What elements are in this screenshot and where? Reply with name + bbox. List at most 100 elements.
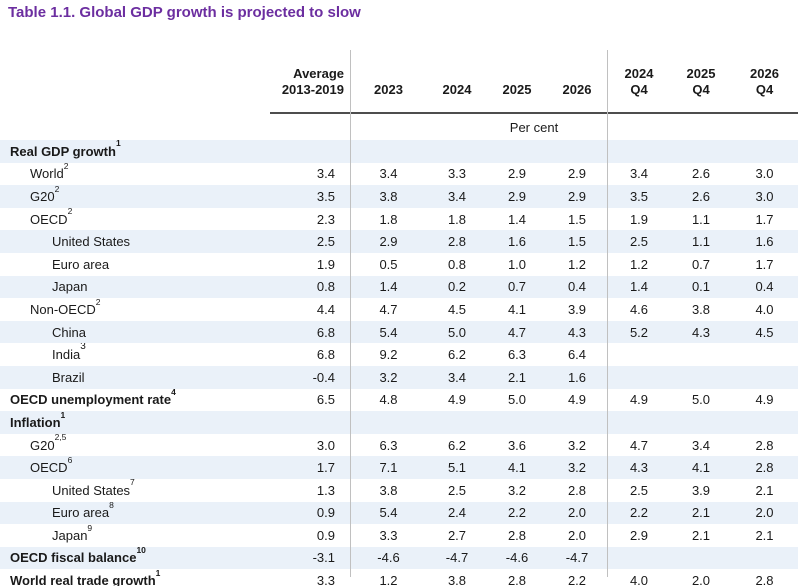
cell: 3.2 <box>507 482 527 498</box>
row-label-text: Non-OECD <box>30 301 96 317</box>
cell: 2.0 <box>567 505 587 521</box>
cell: 4.0 <box>755 301 774 317</box>
row-label: Japan9 <box>0 524 270 547</box>
row-label: OECD fiscal balance10 <box>0 547 270 570</box>
row-label-footnote: 2 <box>95 298 101 307</box>
table-row: OECD fiscal balance10 -3.1 -4.6 -4.7 -4.6 -4.… <box>0 546 798 570</box>
cell: 4.8 <box>379 392 398 408</box>
cell: 3.8 <box>379 188 398 204</box>
row-label-text: Japan <box>52 279 88 295</box>
row-label-text: OECD unemployment rate <box>10 392 172 408</box>
row-label-text: OECD <box>30 460 68 476</box>
row-label: G202,5 <box>0 434 270 457</box>
cell: 3.3 <box>447 166 467 182</box>
cell: 2.8 <box>755 460 774 476</box>
cell: 4.9 <box>567 392 587 408</box>
table-row: G202,5 3.0 6.3 6.2 3.6 3.2 4.7 3.4 2.8 <box>0 434 798 457</box>
cell: 0.7 <box>691 256 711 272</box>
cell <box>607 343 671 366</box>
row-label-footnote: 4 <box>171 388 176 397</box>
cell: 4.9 <box>755 392 774 408</box>
cell <box>487 411 547 434</box>
cell: 3.0 <box>316 437 335 453</box>
cell: 4.0 <box>607 569 671 586</box>
cell: 2.8 <box>507 527 527 543</box>
cell: 3.8 <box>427 569 487 586</box>
row-label: United States <box>0 230 270 253</box>
cell: 3.9 <box>567 301 587 317</box>
cell: 3.4 <box>691 437 711 453</box>
cell: 3.3 <box>270 569 350 586</box>
cell: 6.5 <box>316 392 335 408</box>
row-label: OECD6 <box>0 456 270 479</box>
cell: 2.9 <box>507 166 527 182</box>
cell: 3.5 <box>316 188 335 204</box>
row-label-text: China <box>52 324 86 340</box>
cell <box>671 411 731 434</box>
cell <box>607 366 671 389</box>
cell: 2.1 <box>691 505 711 521</box>
cell <box>731 411 798 434</box>
cell: 3.2 <box>567 460 587 476</box>
cell: 2.8 <box>447 234 467 250</box>
col-header-2024: 2024 <box>427 45 487 114</box>
col-header-2026: 2026 <box>547 45 607 114</box>
cell: 4.1 <box>507 301 527 317</box>
row-label: Non-OECD2 <box>0 298 270 321</box>
row-label-text: World <box>30 166 64 182</box>
cell: 1.2 <box>567 256 587 272</box>
col-header-line1: 2024 <box>624 66 654 81</box>
table-row: World2 3.4 3.4 3.3 2.9 2.9 3.4 2.6 3.0 <box>0 163 798 186</box>
cell <box>350 140 427 163</box>
cell: 0.7 <box>507 279 527 295</box>
cell <box>607 411 671 434</box>
row-label-text: OECD <box>30 211 68 227</box>
row-label-footnote: 8 <box>109 501 114 510</box>
row-label-footnote: 7 <box>130 478 135 488</box>
cell: 2.1 <box>755 482 774 498</box>
cell: 6.3 <box>379 437 398 453</box>
cell: 5.4 <box>379 505 398 521</box>
row-label-text: G20 <box>30 188 55 204</box>
table-row: Real GDP growth1 <box>0 140 798 163</box>
col-header-line2: 2024 <box>442 82 472 97</box>
cell: 2.9 <box>379 234 398 250</box>
cell: 2.8 <box>731 569 798 586</box>
cell: 5.2 <box>629 324 649 340</box>
cell: 1.8 <box>447 211 467 227</box>
cell <box>487 140 547 163</box>
cell: 1.7 <box>755 256 774 272</box>
col-header-line2: 2026 <box>562 82 592 97</box>
cell <box>547 140 607 163</box>
cell: 1.6 <box>507 234 527 250</box>
cell: 2.1 <box>755 527 774 543</box>
row-label-text: OECD fiscal balance <box>10 550 137 566</box>
table-row: Inflation1 <box>0 411 798 434</box>
row-label-text: G20 <box>30 437 55 453</box>
table-row: Non-OECD2 4.4 4.7 4.5 4.1 3.9 4.6 3.8 4.0 <box>0 298 798 321</box>
cell <box>350 411 427 434</box>
cell: 1.4 <box>507 211 527 227</box>
cell: 5.0 <box>507 392 527 408</box>
cell: 2.9 <box>567 166 587 182</box>
col-header-2025: 2025 <box>487 45 547 114</box>
row-label-footnote: 2 <box>54 185 60 194</box>
cell: 2.2 <box>507 505 527 521</box>
table-title: Table 1.1. Global GDP growth is projecte… <box>8 4 361 21</box>
cell <box>731 343 798 366</box>
cell: 2.1 <box>507 369 527 385</box>
column-divider-average <box>350 50 351 577</box>
gdp-projections-table: Average 2013-2019 2023 2024 2025 2026 2024 Q4 20… <box>0 45 798 586</box>
row-label-footnote: 2 <box>63 162 69 172</box>
row-label: India3 <box>0 343 270 366</box>
cell: 4.3 <box>629 460 649 476</box>
cell <box>731 140 798 163</box>
cell: 2.0 <box>671 569 731 586</box>
cell <box>607 140 671 163</box>
cell: 4.9 <box>629 392 649 408</box>
row-label: Brazil <box>0 366 270 389</box>
cell: 2.9 <box>507 188 527 204</box>
cell: 6.4 <box>567 347 587 363</box>
cell: 1.2 <box>629 256 649 272</box>
cell <box>270 140 350 163</box>
